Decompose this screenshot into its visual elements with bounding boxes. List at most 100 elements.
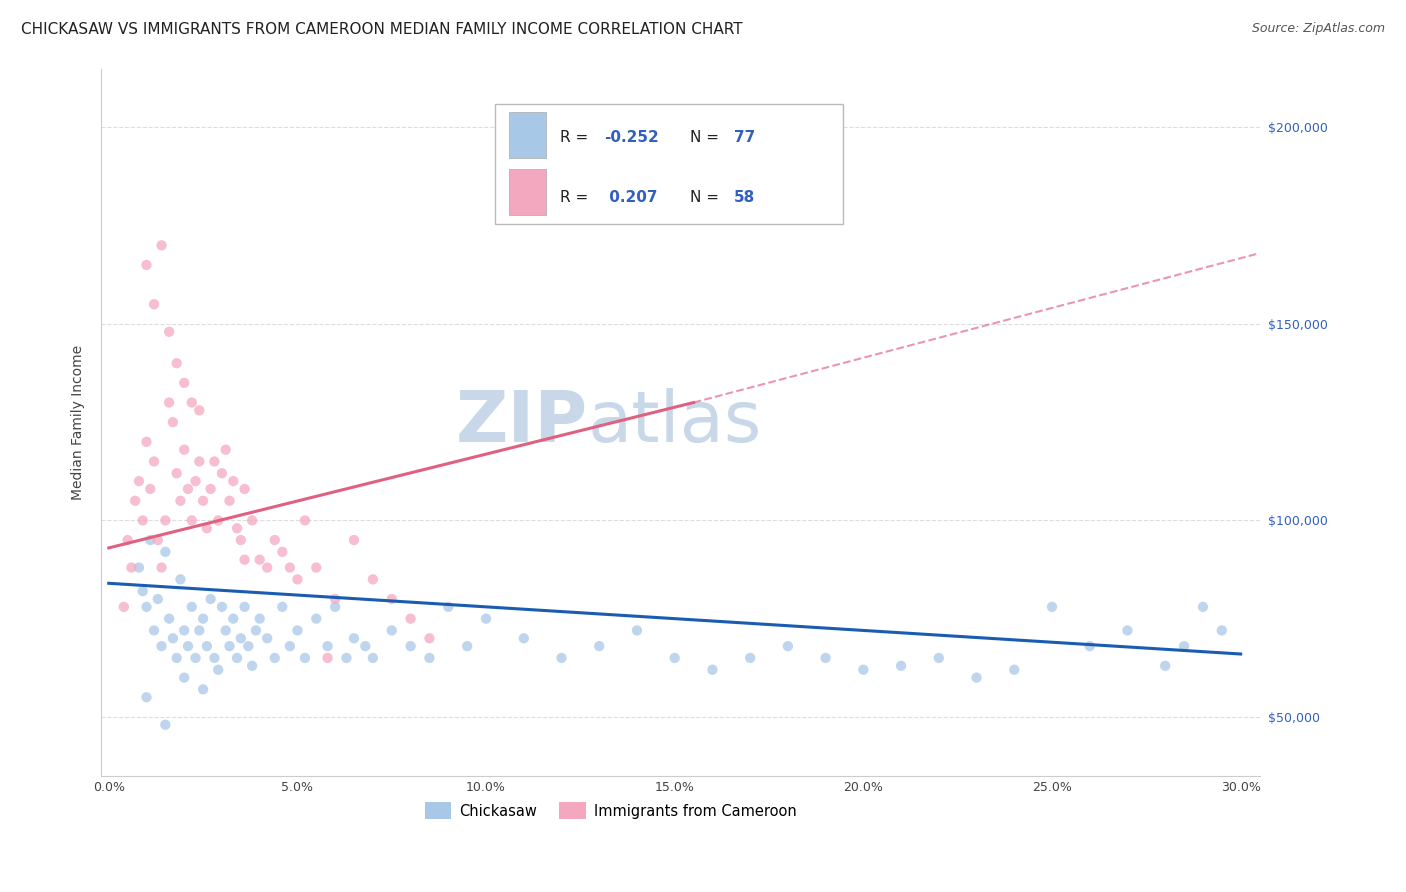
- Point: [222, 474, 245, 488]
- Point: [238, 639, 260, 653]
- Point: [271, 545, 294, 559]
- Text: ZIP: ZIP: [456, 388, 588, 457]
- Point: [263, 651, 285, 665]
- Point: [343, 533, 366, 547]
- Point: [1192, 599, 1215, 614]
- Point: [456, 639, 478, 653]
- Point: [229, 632, 252, 646]
- Point: [166, 651, 188, 665]
- Point: [177, 639, 200, 653]
- Text: 58: 58: [734, 190, 755, 205]
- Point: [155, 545, 177, 559]
- Point: [249, 552, 271, 566]
- Point: [418, 632, 440, 646]
- Point: [146, 592, 169, 607]
- Text: CHICKASAW VS IMMIGRANTS FROM CAMEROON MEDIAN FAMILY INCOME CORRELATION CHART: CHICKASAW VS IMMIGRANTS FROM CAMEROON ME…: [21, 22, 742, 37]
- Point: [120, 560, 142, 574]
- Point: [139, 533, 162, 547]
- Point: [207, 663, 229, 677]
- Point: [852, 663, 875, 677]
- FancyBboxPatch shape: [509, 169, 546, 214]
- Point: [173, 376, 195, 390]
- Point: [263, 533, 285, 547]
- Point: [150, 238, 173, 252]
- Point: [191, 682, 214, 697]
- Point: [418, 651, 440, 665]
- Point: [112, 599, 135, 614]
- Point: [180, 599, 202, 614]
- Point: [814, 651, 837, 665]
- Point: [1040, 599, 1063, 614]
- Point: [135, 434, 157, 449]
- Point: [157, 395, 180, 409]
- Point: [207, 513, 229, 527]
- Point: [202, 454, 225, 468]
- Point: [278, 639, 301, 653]
- Point: [218, 493, 240, 508]
- Point: [381, 624, 404, 638]
- Point: [173, 624, 195, 638]
- Point: [890, 658, 912, 673]
- Point: [157, 325, 180, 339]
- Point: [233, 552, 256, 566]
- Point: [150, 639, 173, 653]
- Point: [928, 651, 950, 665]
- Text: Source: ZipAtlas.com: Source: ZipAtlas.com: [1251, 22, 1385, 36]
- Point: [162, 632, 184, 646]
- Point: [226, 521, 249, 535]
- Point: [211, 467, 233, 481]
- Point: [316, 639, 339, 653]
- Point: [215, 624, 238, 638]
- Point: [218, 639, 240, 653]
- Point: [150, 560, 173, 574]
- Point: [399, 612, 422, 626]
- Point: [188, 624, 211, 638]
- Point: [1002, 663, 1025, 677]
- Point: [169, 493, 191, 508]
- Point: [240, 658, 263, 673]
- Point: [191, 612, 214, 626]
- Point: [361, 572, 384, 586]
- Point: [229, 533, 252, 547]
- Point: [588, 639, 610, 653]
- Point: [215, 442, 238, 457]
- Point: [305, 612, 328, 626]
- Point: [240, 513, 263, 527]
- Point: [143, 454, 166, 468]
- Text: atlas: atlas: [588, 388, 762, 457]
- Point: [256, 632, 278, 646]
- Point: [323, 592, 346, 607]
- Point: [361, 651, 384, 665]
- Point: [169, 572, 191, 586]
- Point: [173, 671, 195, 685]
- Point: [249, 612, 271, 626]
- Point: [354, 639, 377, 653]
- Point: [1173, 639, 1195, 653]
- Text: R =: R =: [560, 130, 593, 145]
- Point: [157, 612, 180, 626]
- Point: [184, 474, 207, 488]
- Point: [1078, 639, 1101, 653]
- Point: [117, 533, 139, 547]
- Point: [287, 624, 309, 638]
- Point: [966, 671, 988, 685]
- Point: [1211, 624, 1233, 638]
- Point: [226, 651, 249, 665]
- Point: [132, 513, 155, 527]
- Point: [195, 639, 218, 653]
- Point: [124, 493, 146, 508]
- Y-axis label: Median Family Income: Median Family Income: [72, 344, 86, 500]
- Point: [294, 651, 316, 665]
- Point: [202, 651, 225, 665]
- Point: [211, 599, 233, 614]
- Point: [740, 651, 762, 665]
- Point: [316, 651, 339, 665]
- Point: [278, 560, 301, 574]
- Point: [1154, 658, 1177, 673]
- Point: [222, 612, 245, 626]
- Point: [343, 632, 366, 646]
- Point: [233, 599, 256, 614]
- Point: [702, 663, 724, 677]
- Point: [271, 599, 294, 614]
- Point: [188, 454, 211, 468]
